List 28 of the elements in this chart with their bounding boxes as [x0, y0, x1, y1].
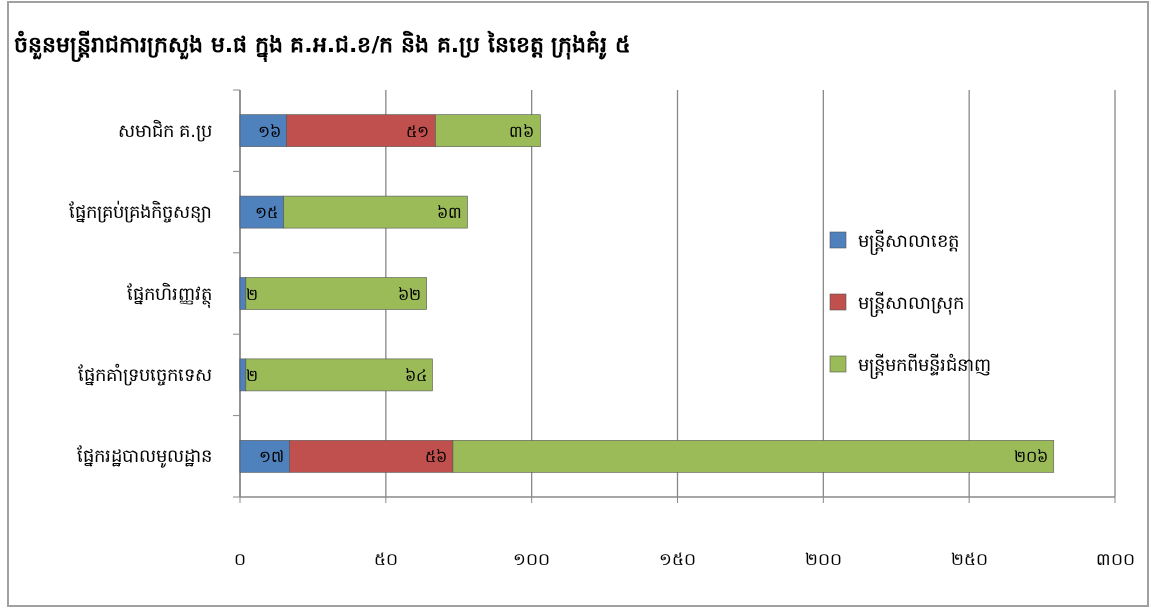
x-tick-label: ១០០ [513, 549, 551, 569]
y-tick-label: ផ្នែកគ្រប់គ្រងកិច្ចសន្យា [69, 200, 212, 224]
data-label: ២ [246, 365, 258, 385]
x-tick-label: ២៥០ [950, 549, 988, 569]
legend-label: មន្ត្រីសាលាស្រុក [858, 291, 964, 317]
y-tick-label: ផ្នែកគាំទ្របច្ចេកទេស [78, 362, 212, 386]
x-tick-label: ៣០០ [1095, 549, 1135, 569]
data-label: ៥៦ [424, 447, 447, 467]
data-label: ១៦ [257, 121, 281, 141]
data-label: ៣៦ [509, 121, 535, 141]
chart-title: ចំនួនមន្ត្រីរាជការក្រសួង ម.ផ ក្នុង គ.អ.ជ.ខ/ក និង គ.ប្រ នៃខេត្ត ក្រុងគំរូ ៥ [14, 30, 632, 63]
data-label: ២ [246, 284, 258, 304]
y-tick-label: ផ្នែករដ្ឋបាលមូលដ្ឋាន [77, 445, 212, 469]
data-label: ២០៦ [1013, 447, 1048, 467]
y-tick-label: សមាជិក គ.ប្រ [117, 118, 212, 142]
x-tick-label: ២០០ [804, 549, 842, 569]
data-label: ៥១ [406, 121, 430, 141]
data-label: ៦២ [397, 284, 421, 304]
x-tick-label: ១៥០ [659, 549, 696, 569]
data-label: ១៧ [258, 447, 284, 467]
legend-label: មន្ត្រីសាលាខេត្ត [858, 229, 959, 255]
x-tick-label: ០ [234, 549, 246, 569]
data-label: ៦៤ [404, 365, 427, 385]
x-tick-label: ៥០ [373, 549, 398, 569]
legend-label: មន្ត្រីមកពីមន្ទីរជំនាញ [858, 353, 991, 379]
data-label: ១៥ [254, 203, 278, 223]
y-tick-label: ផ្នែកហិរញ្ញវត្ថុ [127, 281, 212, 308]
data-label: ៦៣ [436, 203, 462, 223]
